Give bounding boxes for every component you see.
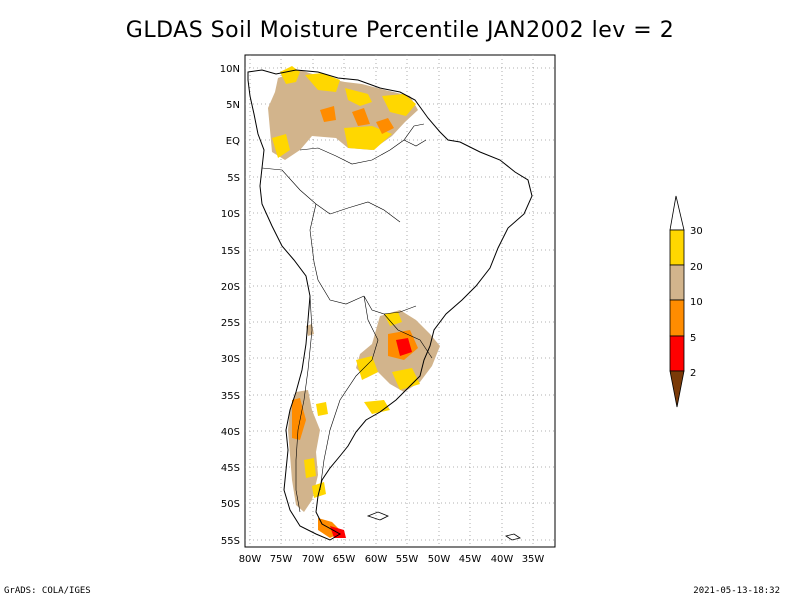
lon-label: 45W [459,554,482,565]
footer-timestamp: 2021-05-13-18:32 [693,586,780,596]
color-legend [669,195,685,408]
lat-label: 20S [221,282,240,293]
legend-label: 2 [690,368,696,379]
legend-top-arrow [669,195,685,231]
lat-label: 35S [221,391,240,402]
lat-label: 5N [226,100,240,111]
lat-label: 55S [221,536,240,547]
legend-label: 10 [690,297,703,308]
lon-label: 70W [302,554,325,565]
lat-label: 40S [221,427,240,438]
islands [366,511,521,541]
lon-label: 35W [522,554,545,565]
legend-label: 5 [690,333,696,344]
lon-label: 80W [239,554,262,565]
lat-label: 25S [221,318,240,329]
lon-label: 75W [270,554,293,565]
lat-label: 10N [220,64,240,75]
country-borders [261,123,433,513]
lat-label: 10S [221,209,240,220]
lon-label: 40W [491,554,514,565]
lat-axis-labels: 10N 5N EQ 5S 10S 15S 20S 25S 30S 35S 40S… [220,64,240,547]
map-title: GLDAS Soil Moisture Percentile JAN2002 l… [125,18,675,43]
legend-swatch-10 [669,299,685,337]
legend-label: 30 [690,226,703,237]
lat-label: 15S [221,246,240,257]
lat-label: 5S [227,173,240,184]
lon-label: 60W [365,554,388,565]
lon-axis-labels: 80W 75W 70W 65W 60W 55W 50W 45W 40W 35W [239,554,545,565]
lat-label: EQ [226,136,240,147]
legend-bottom-arrow [669,370,685,408]
coastlines [247,69,533,541]
legend-swatch-5 [669,335,685,372]
legend-swatch-30 [669,229,685,266]
lon-label: 50W [428,554,451,565]
lat-label: 45S [221,463,240,474]
legend-label: 20 [690,262,703,273]
legend-labels: 30 20 10 5 2 [690,226,703,379]
lat-label: 50S [221,499,240,510]
lat-label: 30S [221,354,240,365]
legend-swatch-20 [669,264,685,301]
footer-credit: GrADS: COLA/IGES [4,586,91,596]
lon-label: 55W [396,554,419,565]
lon-label: 65W [333,554,356,565]
